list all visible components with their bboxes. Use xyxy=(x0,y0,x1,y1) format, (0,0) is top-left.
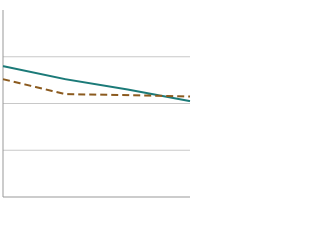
chart xyxy=(2,10,191,198)
page: {"chart_data": {"type": "line", "x": [0,… xyxy=(2,10,191,198)
series-line xyxy=(2,78,191,98)
